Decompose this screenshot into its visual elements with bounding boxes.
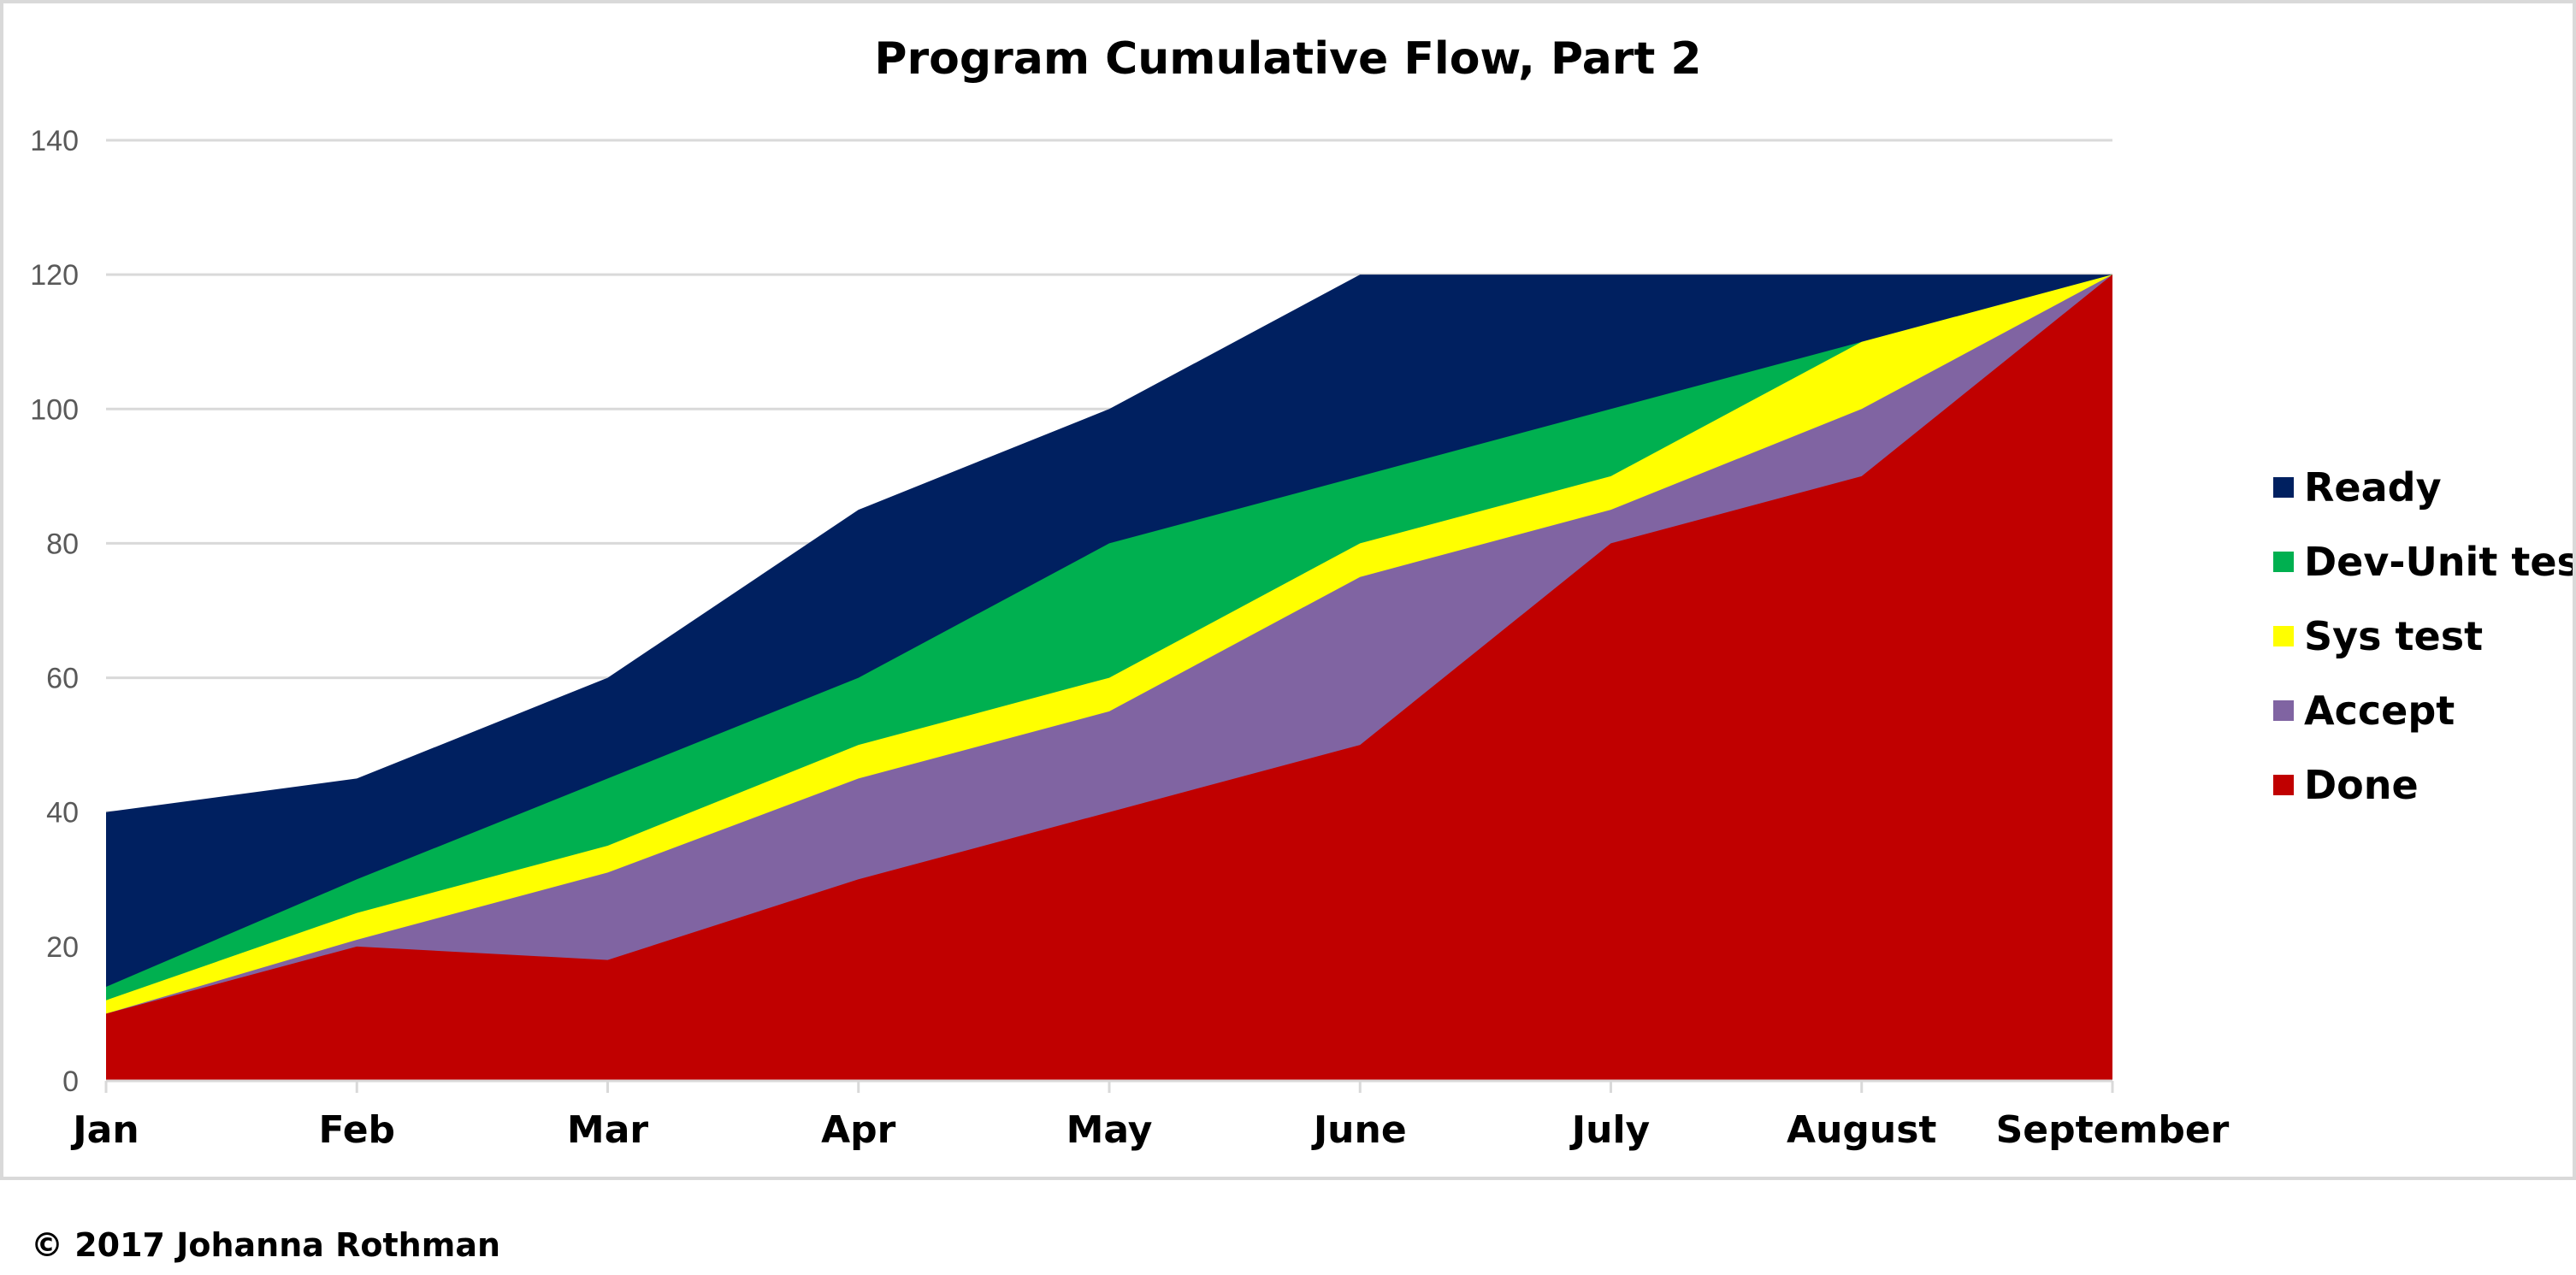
- x-tick-label: July: [1569, 1108, 1650, 1152]
- x-tick-label: June: [1311, 1108, 1407, 1152]
- legend-label: Sys test: [2304, 613, 2483, 659]
- x-tick-label: May: [1066, 1108, 1153, 1152]
- legend-item: Done: [2273, 762, 2419, 808]
- chart-title: Program Cumulative Flow, Part 2: [874, 33, 1701, 85]
- chart-frame: Program Cumulative Flow, Part 2 0 20 40 60 8…: [0, 0, 2576, 1180]
- axes: [104, 1079, 2114, 1093]
- cumulative-flow-chart: Program Cumulative Flow, Part 2 0 20 40 60 8…: [30, 33, 2573, 1152]
- x-tick-label: Apr: [821, 1108, 896, 1152]
- area-series: [106, 274, 2112, 1082]
- legend-swatch: [2273, 700, 2294, 721]
- y-tick-label: 0: [62, 1065, 79, 1098]
- y-tick-label: 80: [46, 528, 79, 560]
- legend-label: Ready: [2304, 464, 2442, 511]
- legend-swatch: [2273, 775, 2294, 795]
- y-tick-label: 140: [30, 125, 79, 157]
- legend-swatch: [2273, 626, 2294, 646]
- y-axis-ticks: 0 20 40 60 80 100 120 140: [30, 125, 79, 1098]
- x-tick-label: September: [1996, 1108, 2230, 1152]
- legend-label: Dev-Unit test: [2304, 539, 2573, 585]
- x-tick-label: Jan: [70, 1108, 139, 1152]
- y-tick-label: 40: [46, 797, 79, 829]
- legend-item: Ready: [2273, 464, 2442, 511]
- x-tick-label: Feb: [318, 1108, 395, 1152]
- x-axis-ticks: Jan Feb Mar Apr May June July August September: [70, 1108, 2229, 1152]
- area-done: [106, 274, 2112, 1082]
- legend-item: Sys test: [2273, 613, 2483, 659]
- x-tick-label: Mar: [567, 1108, 648, 1152]
- y-tick-label: 120: [30, 259, 79, 292]
- y-tick-label: 100: [30, 393, 79, 426]
- legend-label: Done: [2304, 762, 2419, 808]
- legend-item: Dev-Unit test: [2273, 539, 2573, 585]
- legend: Ready Dev-Unit test Sys test Accept Done: [2273, 464, 2573, 808]
- y-tick-label: 60: [46, 663, 79, 695]
- x-tick-label: August: [1787, 1108, 1936, 1152]
- y-tick-label: 20: [46, 931, 79, 964]
- legend-item: Accept: [2273, 688, 2455, 734]
- legend-swatch: [2273, 477, 2294, 498]
- legend-swatch: [2273, 552, 2294, 572]
- copyright-notice: © 2017 Johanna Rothman: [31, 1226, 501, 1264]
- legend-label: Accept: [2304, 688, 2455, 734]
